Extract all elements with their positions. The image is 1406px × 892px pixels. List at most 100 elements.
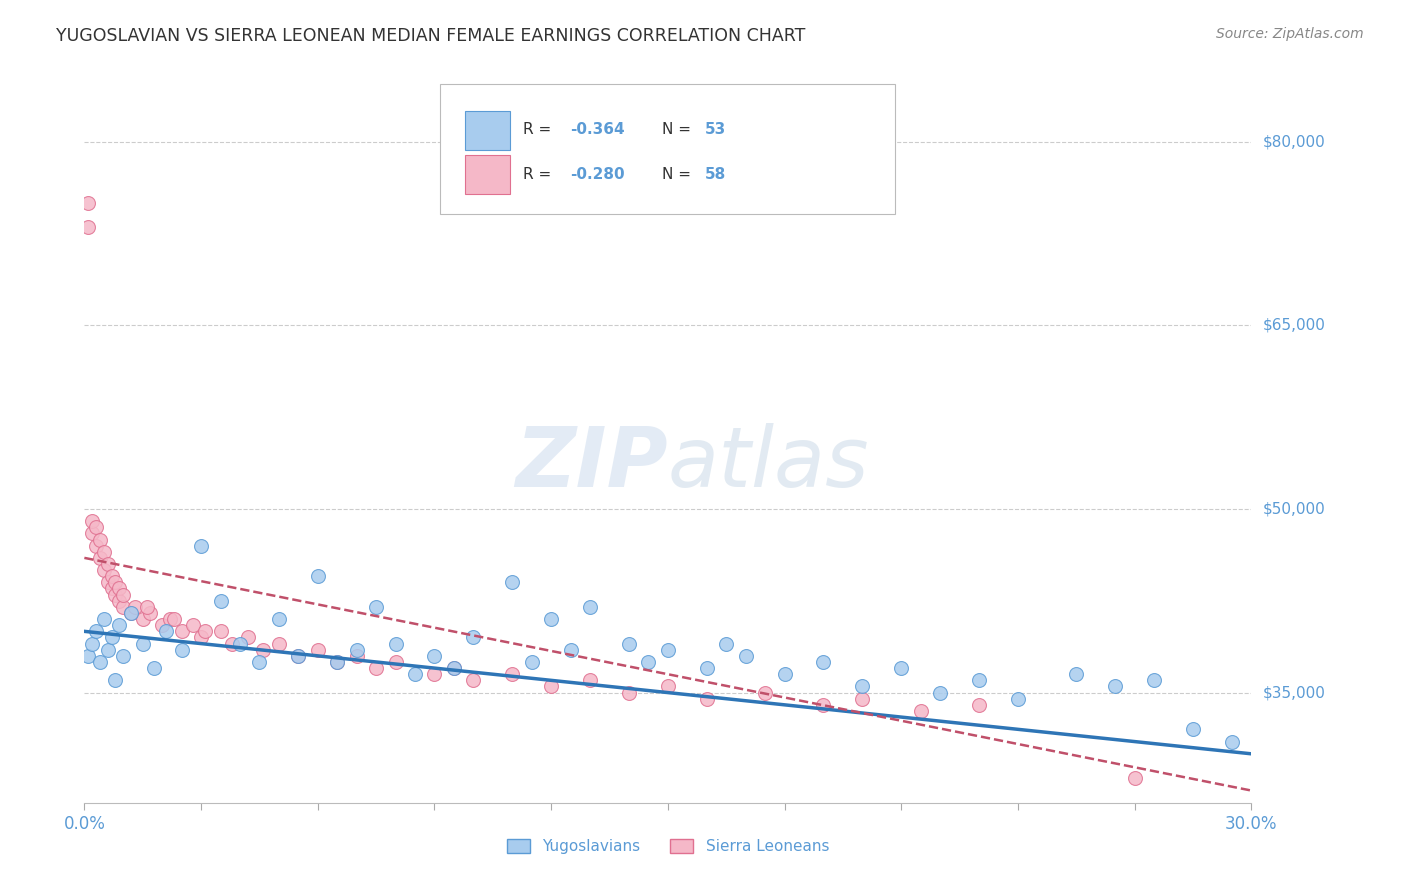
Point	[307, 642, 329, 657]
Point	[77, 195, 100, 210]
Point	[229, 637, 252, 651]
Point	[910, 704, 932, 718]
Point	[97, 557, 120, 571]
Point	[520, 655, 543, 669]
Point	[124, 599, 146, 614]
Point	[463, 631, 485, 645]
Point	[267, 612, 290, 626]
Point	[1123, 772, 1146, 786]
Point	[326, 655, 349, 669]
Point	[108, 593, 131, 607]
Point	[1007, 691, 1029, 706]
Point	[404, 667, 426, 681]
Point	[139, 606, 162, 620]
Text: N =: N =	[662, 167, 696, 182]
Point	[100, 631, 122, 645]
Point	[236, 631, 259, 645]
Point	[82, 514, 104, 528]
Text: R =: R =	[523, 122, 557, 136]
Point	[754, 685, 776, 699]
Point	[696, 661, 718, 675]
Point	[159, 612, 181, 626]
Point	[249, 655, 271, 669]
Point	[108, 582, 131, 596]
Point	[501, 667, 523, 681]
Point	[617, 685, 640, 699]
Point	[163, 612, 186, 626]
Point	[221, 637, 243, 651]
Point	[190, 539, 212, 553]
Point	[209, 593, 232, 607]
Point	[82, 637, 104, 651]
Point	[773, 667, 796, 681]
Point	[463, 673, 485, 688]
Point	[112, 599, 135, 614]
Point	[112, 648, 135, 663]
Point	[89, 550, 111, 565]
Point	[540, 612, 562, 626]
Text: R =: R =	[523, 167, 557, 182]
Point	[287, 648, 309, 663]
Point	[89, 533, 111, 547]
Point	[252, 642, 274, 657]
Text: atlas: atlas	[668, 423, 869, 504]
Point	[813, 655, 835, 669]
Text: Source: ZipAtlas.com: Source: ZipAtlas.com	[1216, 27, 1364, 41]
Text: -0.364: -0.364	[569, 122, 624, 136]
Text: 53: 53	[706, 122, 727, 136]
Text: $35,000: $35,000	[1263, 685, 1326, 700]
Point	[132, 612, 155, 626]
Point	[560, 642, 582, 657]
Point	[77, 648, 100, 663]
Point	[104, 588, 127, 602]
Text: ZIP: ZIP	[515, 423, 668, 504]
Point	[384, 655, 406, 669]
Point	[1143, 673, 1166, 688]
Point	[104, 673, 127, 688]
Point	[104, 575, 127, 590]
Point	[1066, 667, 1088, 681]
Point	[443, 661, 465, 675]
Point	[93, 563, 115, 577]
Point	[346, 642, 368, 657]
Point	[143, 661, 166, 675]
Point	[423, 667, 446, 681]
Point	[540, 680, 562, 694]
Text: 58: 58	[706, 167, 727, 182]
Point	[120, 606, 142, 620]
Point	[696, 691, 718, 706]
Point	[307, 569, 329, 583]
Point	[77, 220, 100, 235]
Point	[734, 648, 756, 663]
Point	[170, 624, 193, 639]
Point	[929, 685, 952, 699]
Point	[135, 599, 157, 614]
Point	[657, 680, 679, 694]
Point	[120, 606, 142, 620]
Point	[579, 599, 602, 614]
Point	[501, 575, 523, 590]
Point	[366, 661, 388, 675]
Point	[100, 582, 122, 596]
Point	[97, 575, 120, 590]
Point	[346, 648, 368, 663]
Point	[84, 520, 107, 534]
Point	[155, 624, 177, 639]
Point	[194, 624, 217, 639]
Point	[150, 618, 173, 632]
Text: N =: N =	[662, 122, 696, 136]
Point	[716, 637, 738, 651]
Point	[1104, 680, 1126, 694]
FancyBboxPatch shape	[465, 112, 510, 151]
Point	[82, 526, 104, 541]
Point	[967, 698, 990, 712]
Point	[366, 599, 388, 614]
Point	[93, 545, 115, 559]
Point	[209, 624, 232, 639]
Point	[1181, 723, 1204, 737]
Point	[579, 673, 602, 688]
Point	[617, 637, 640, 651]
Point	[84, 624, 107, 639]
Point	[637, 655, 659, 669]
Point	[97, 642, 120, 657]
